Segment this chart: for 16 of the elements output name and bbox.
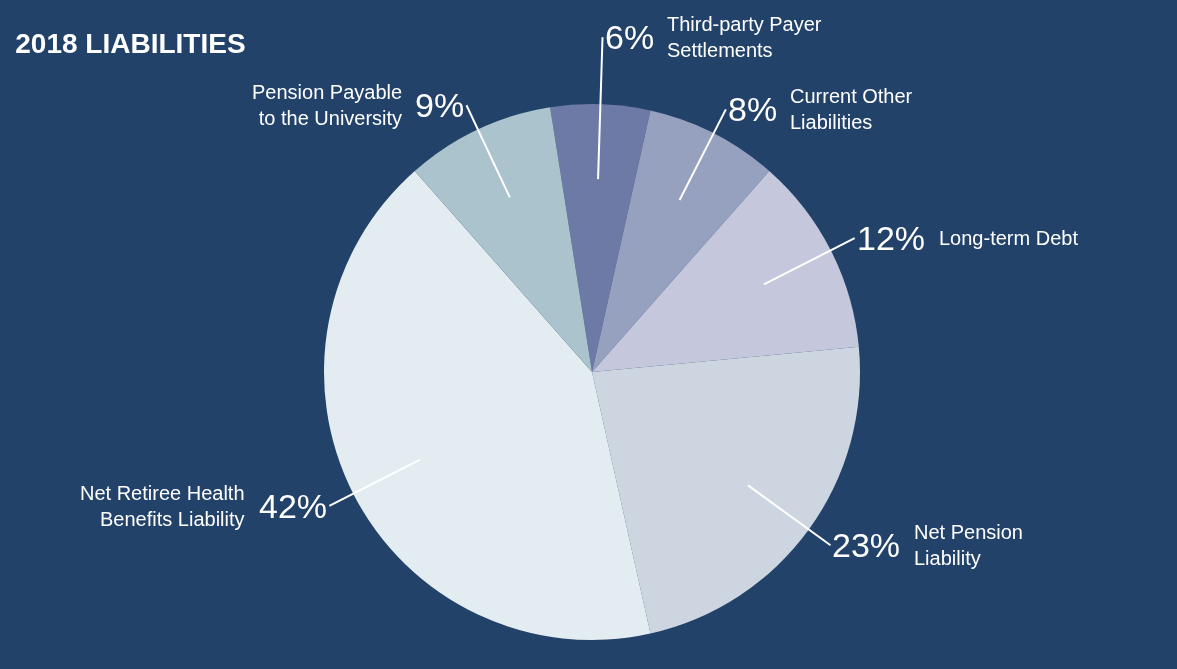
data-label: 8%: [728, 90, 778, 128]
pie-slice: [550, 104, 651, 372]
data-label: 6%: [605, 18, 655, 56]
data-label: 23%: [832, 526, 901, 564]
slice-label: Pension Payable to the University: [252, 81, 403, 129]
slice-label: Long-term Debt: [939, 227, 1079, 249]
pie-slice: [324, 170, 651, 640]
slice-label: Current Other Liabilities: [790, 85, 913, 133]
chart-title: 2018 LIABILITIES: [15, 28, 246, 60]
data-label: 42%: [259, 487, 328, 525]
pie-slice: [592, 170, 859, 372]
data-label: 9%: [415, 86, 465, 124]
slice-label: Third-party Payer Settlements: [667, 13, 822, 61]
slice-label: Net Pension Liability: [914, 521, 1023, 569]
data-label: 12%: [857, 219, 926, 257]
slice-label: Net Retiree Health Benefits Liability: [80, 482, 245, 530]
